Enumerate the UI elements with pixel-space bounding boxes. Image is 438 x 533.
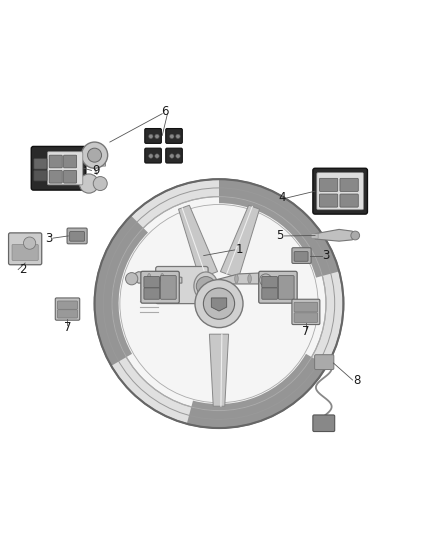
FancyBboxPatch shape: [64, 171, 77, 183]
Text: 4: 4: [278, 191, 286, 205]
FancyBboxPatch shape: [259, 271, 297, 303]
Ellipse shape: [160, 273, 164, 283]
FancyBboxPatch shape: [34, 171, 47, 181]
FancyBboxPatch shape: [313, 415, 335, 432]
Ellipse shape: [194, 272, 218, 300]
FancyBboxPatch shape: [49, 171, 62, 183]
FancyBboxPatch shape: [262, 277, 278, 288]
FancyBboxPatch shape: [340, 194, 358, 207]
Ellipse shape: [248, 274, 251, 283]
FancyBboxPatch shape: [31, 147, 86, 190]
FancyBboxPatch shape: [317, 173, 364, 210]
Polygon shape: [209, 334, 229, 406]
FancyBboxPatch shape: [141, 271, 179, 303]
FancyBboxPatch shape: [34, 159, 47, 169]
Circle shape: [260, 274, 272, 286]
Circle shape: [126, 272, 138, 285]
FancyBboxPatch shape: [294, 302, 318, 312]
Text: 2: 2: [19, 263, 27, 276]
Polygon shape: [315, 229, 357, 241]
FancyBboxPatch shape: [313, 168, 367, 214]
FancyBboxPatch shape: [166, 148, 182, 163]
Circle shape: [24, 237, 36, 249]
FancyBboxPatch shape: [155, 266, 208, 304]
FancyBboxPatch shape: [319, 194, 338, 207]
Text: 6: 6: [161, 105, 168, 118]
FancyBboxPatch shape: [262, 288, 278, 299]
Circle shape: [120, 205, 318, 403]
FancyBboxPatch shape: [166, 128, 182, 143]
FancyBboxPatch shape: [294, 313, 318, 322]
FancyBboxPatch shape: [64, 155, 77, 168]
FancyBboxPatch shape: [144, 288, 159, 299]
FancyBboxPatch shape: [319, 179, 338, 191]
Text: 3: 3: [45, 232, 52, 245]
Circle shape: [88, 148, 102, 162]
FancyBboxPatch shape: [160, 276, 176, 299]
Circle shape: [93, 176, 107, 190]
FancyBboxPatch shape: [49, 155, 62, 168]
Ellipse shape: [235, 274, 238, 283]
Circle shape: [81, 142, 108, 168]
Circle shape: [196, 277, 215, 296]
FancyBboxPatch shape: [279, 276, 294, 299]
Circle shape: [203, 288, 235, 319]
Polygon shape: [84, 149, 106, 166]
Circle shape: [176, 134, 180, 139]
Circle shape: [170, 154, 174, 158]
Wedge shape: [95, 216, 148, 366]
Circle shape: [149, 134, 153, 139]
Text: 7: 7: [302, 326, 310, 338]
FancyBboxPatch shape: [292, 299, 320, 325]
Text: 3: 3: [322, 249, 330, 262]
Circle shape: [155, 154, 159, 158]
FancyBboxPatch shape: [292, 248, 311, 263]
FancyBboxPatch shape: [294, 252, 308, 261]
Circle shape: [155, 134, 159, 139]
Circle shape: [79, 174, 99, 193]
FancyBboxPatch shape: [145, 128, 161, 143]
Circle shape: [170, 134, 174, 139]
Wedge shape: [219, 179, 339, 278]
Circle shape: [95, 179, 343, 428]
Text: 1: 1: [236, 244, 243, 256]
Text: 8: 8: [353, 374, 361, 386]
Polygon shape: [211, 298, 227, 311]
Circle shape: [149, 154, 153, 158]
Wedge shape: [187, 354, 327, 428]
FancyBboxPatch shape: [57, 310, 78, 318]
FancyBboxPatch shape: [57, 301, 78, 309]
Circle shape: [351, 231, 360, 240]
Text: 9: 9: [92, 164, 100, 177]
FancyBboxPatch shape: [47, 152, 83, 185]
Text: 7: 7: [64, 321, 71, 334]
FancyBboxPatch shape: [340, 179, 358, 191]
Polygon shape: [220, 205, 259, 278]
Circle shape: [176, 154, 180, 158]
Polygon shape: [217, 273, 265, 284]
FancyBboxPatch shape: [12, 245, 38, 261]
FancyBboxPatch shape: [145, 148, 161, 163]
FancyBboxPatch shape: [67, 228, 87, 244]
FancyBboxPatch shape: [311, 234, 318, 239]
FancyBboxPatch shape: [144, 277, 159, 288]
Circle shape: [195, 280, 243, 328]
FancyBboxPatch shape: [70, 231, 85, 241]
Polygon shape: [132, 272, 182, 283]
Circle shape: [112, 197, 326, 410]
FancyBboxPatch shape: [9, 233, 42, 265]
Text: 5: 5: [276, 229, 284, 243]
Polygon shape: [179, 205, 218, 278]
FancyBboxPatch shape: [314, 354, 334, 369]
FancyBboxPatch shape: [55, 298, 80, 320]
Ellipse shape: [148, 273, 151, 283]
